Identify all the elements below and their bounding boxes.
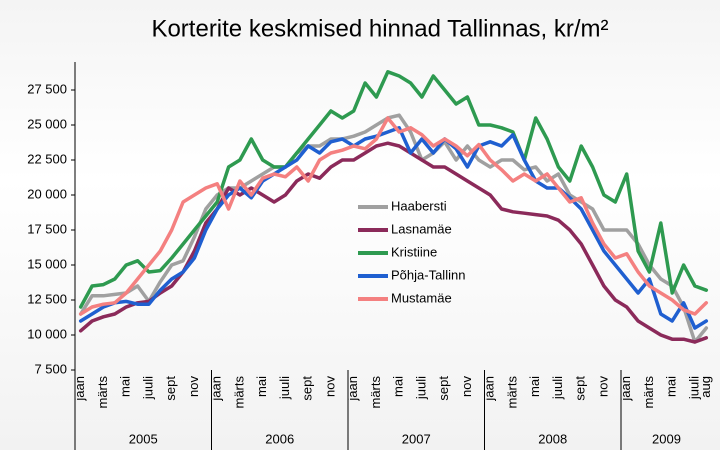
x-tick-label: märts (95, 376, 110, 409)
y-tick-label: 7 500 (34, 361, 67, 376)
legend-label: Mustamäe (391, 290, 452, 305)
x-tick-label: jaan (618, 376, 633, 402)
x-tick-label: mai (664, 376, 679, 397)
x-tick-label: märts (231, 376, 246, 409)
year-label: 2007 (402, 431, 431, 446)
legend-label: Kristiine (391, 244, 437, 259)
x-tick-label: mai (254, 376, 269, 397)
series-line (78, 116, 709, 316)
y-tick-label: 22 500 (27, 151, 67, 166)
x-tick-label: juuli (277, 376, 292, 400)
y-tick-label: 12 500 (27, 291, 67, 306)
x-tick-label: jaan (72, 376, 87, 402)
legend-label: Haabersti (391, 198, 447, 213)
x-tick-label: juuli (413, 376, 428, 400)
x-tick-label: juuli (686, 376, 701, 400)
series-line (78, 141, 709, 344)
x-tick-label: nov (459, 376, 474, 397)
x-tick-label: jaan (209, 376, 224, 402)
series-line (78, 113, 709, 344)
y-tick-label: 10 000 (27, 326, 67, 341)
y-tick-label: 27 500 (27, 81, 67, 96)
x-tick-label: nov (595, 376, 610, 397)
x-tick-label: nov (186, 376, 201, 397)
x-tick-label: mai (527, 376, 542, 397)
x-tick-label: märts (504, 376, 519, 409)
year-label: 2009 (652, 431, 681, 446)
year-label: 2006 (265, 431, 294, 446)
series-line (78, 126, 709, 330)
x-tick-label: mai (391, 376, 406, 397)
legend-label: Lasnamäe (391, 221, 452, 236)
y-tick-label: 20 000 (27, 186, 67, 201)
x-tick-label: nov (322, 376, 337, 397)
x-tick-label: juuli (550, 376, 565, 400)
year-label: 2005 (129, 431, 158, 446)
year-label: 2008 (538, 431, 567, 446)
chart-title: Korterite keskmised hinnad Tallinnas, kr… (151, 15, 608, 42)
x-tick-label: juuli (140, 376, 155, 400)
x-tick-label: sept (436, 376, 451, 401)
y-tick-label: 17 500 (27, 221, 67, 236)
x-tick-label: sept (300, 376, 315, 401)
x-tick-label: jaan (345, 376, 360, 402)
x-tick-label: märts (368, 376, 383, 409)
x-tick-label: märts (641, 376, 656, 409)
y-tick-label: 15 000 (27, 256, 67, 271)
x-tick-label: sept (573, 376, 588, 401)
x-tick-label: aug (698, 376, 713, 398)
x-tick-label: sept (163, 376, 178, 401)
x-tick-label: mai (118, 376, 133, 397)
series-line (78, 70, 709, 309)
x-tick-label: jaan (482, 376, 497, 402)
legend-label: Põhja-Tallinn (391, 267, 465, 282)
y-tick-label: 25 000 (27, 116, 67, 131)
